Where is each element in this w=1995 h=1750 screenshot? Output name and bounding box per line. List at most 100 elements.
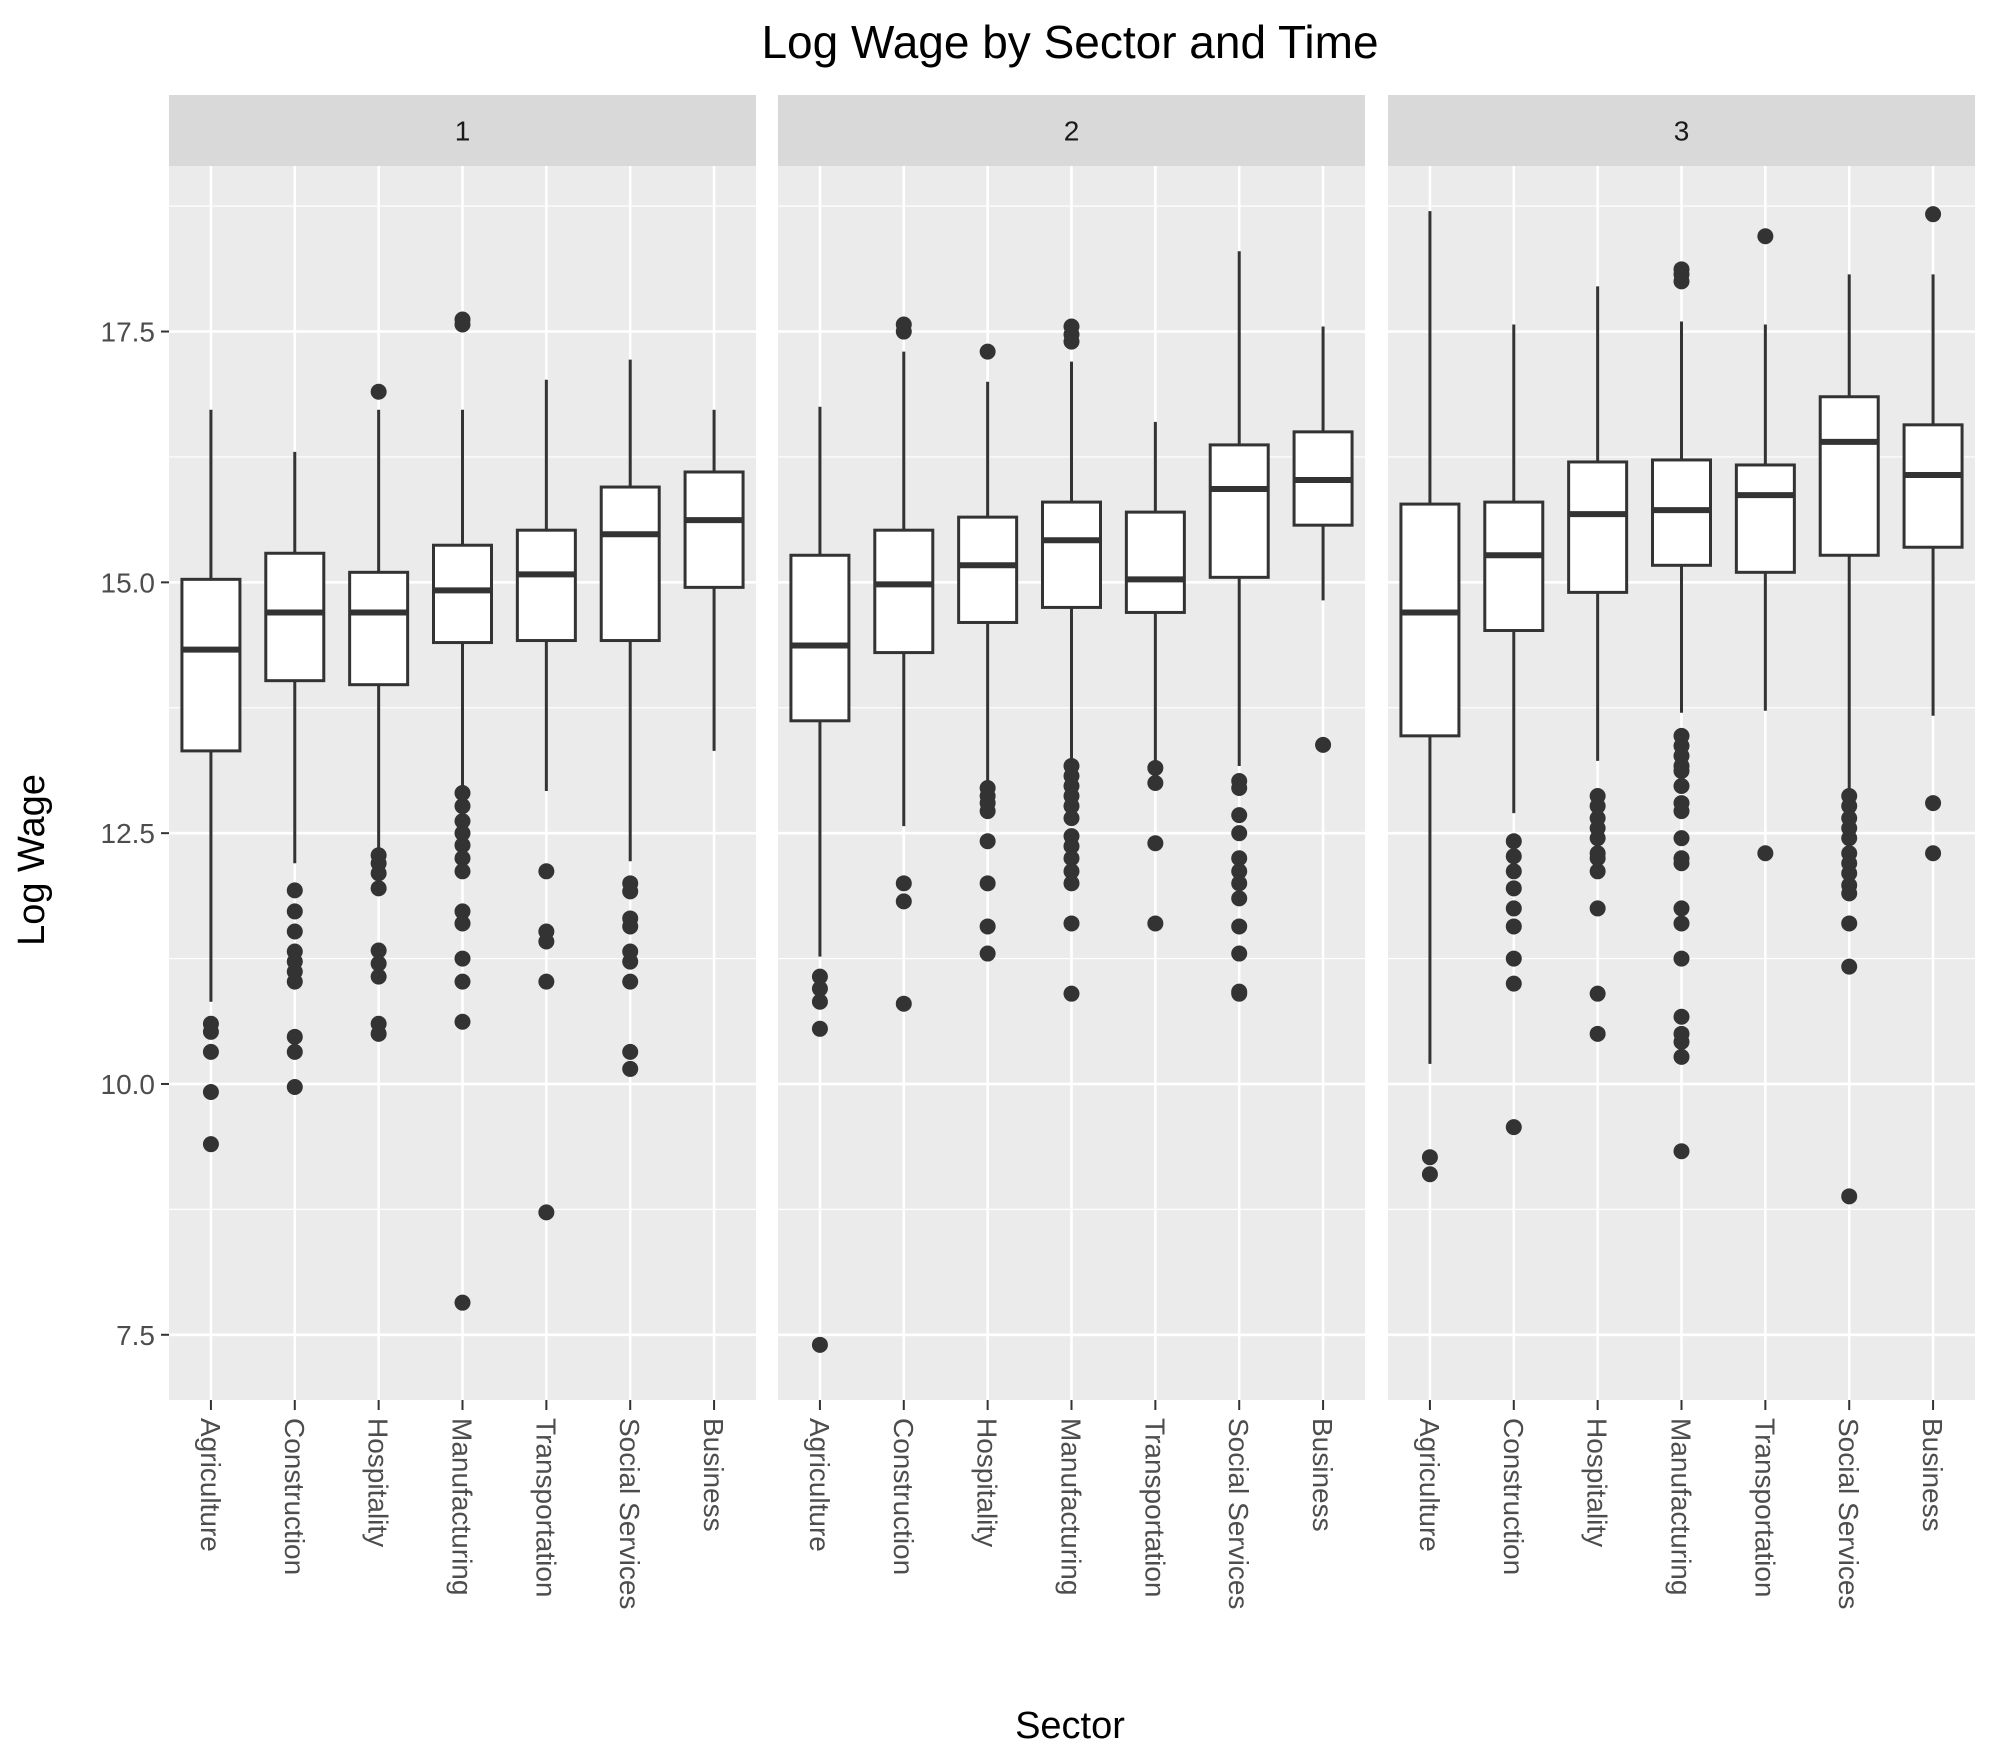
outlier-point [202,1084,219,1101]
outlier-point [1231,945,1248,962]
box-business [1292,326,1354,753]
outlier-point [454,903,471,920]
y-tick-label: 10.0 [101,1069,156,1100]
outlier-point [1505,833,1522,850]
outlier-point [1231,807,1248,824]
box-transportation [1734,228,1796,862]
box-body [789,553,851,723]
x-tick-label: Agriculture [1414,1418,1445,1552]
outlier-point [286,882,303,899]
outlier-point [1505,918,1522,935]
outlier-point [1757,228,1774,245]
outlier-point [811,980,828,997]
outlier-point [1147,775,1164,791]
facet-strip-label: 3 [1674,116,1690,147]
outlier-point [1841,865,1858,882]
box-hospitality [1567,286,1629,1042]
box-body [515,528,577,643]
x-tick-label: Hospitality [1582,1418,1613,1547]
outlier-point [1589,863,1606,880]
box-social-services [1208,251,1270,1002]
outlier-point [538,973,555,990]
outlier-point [1063,850,1080,867]
outlier-point [1673,900,1690,917]
outlier-point [1589,798,1606,815]
outlier-point [979,875,996,892]
outlier-point [1673,950,1690,967]
outlier-point [454,850,471,867]
outlier-point [622,1060,639,1077]
y-axis: 7.5 10.0 12.5 15.0 17.5 [101,317,169,1351]
box-manufacturing [1651,261,1712,1160]
facet-strip [169,95,756,166]
facet-panel-3: 3 Agriculture Construction Hospitality Manuf… [1388,95,1975,1609]
outlier-point [1505,1119,1522,1136]
outlier-point [1925,206,1942,223]
outlier-point [1063,915,1080,932]
outlier-point [1505,900,1522,917]
x-tick-label: Manufacturing [1666,1418,1697,1595]
outlier-point [1063,838,1080,855]
outlier-point [1673,1143,1690,1160]
outlier-point [1063,863,1080,880]
outlier-point [1841,885,1858,902]
box-hospitality [957,343,1019,962]
outlier-point [202,1136,219,1153]
box-body [599,485,661,643]
box-body [1399,502,1461,738]
box-body [348,570,410,687]
x-tick-label: Hospitality [363,1418,394,1547]
outlier-point [286,923,303,940]
box-business [683,409,745,751]
box-transportation [515,379,577,1221]
box-body [873,528,935,655]
facet-panel-2: 2 Agriculture Construction Hospitality Manuf… [778,95,1365,1609]
outlier-point [1231,850,1248,867]
outlier-point [1673,855,1690,872]
outlier-point [370,383,387,400]
outlier-point [454,825,471,842]
outlier-point [895,893,912,910]
outlier-point [1231,985,1248,1002]
outlier-point [1673,803,1690,820]
x-tick-label: Construction [888,1418,919,1575]
outlier-point [1505,975,1522,992]
box-construction [873,316,935,1012]
x-tick-label: Agriculture [804,1418,835,1552]
x-tick-label: Social Services [1833,1418,1864,1609]
outlier-point [1231,918,1248,935]
outlier-point [1673,273,1690,290]
facet-strip-label: 1 [455,116,471,147]
box-body [264,551,326,683]
outlier-point [370,968,387,985]
x-tick-label: Agriculture [195,1418,226,1552]
outlier-point [538,863,555,880]
facet-strip [778,95,1365,166]
x-tick-label: Construction [1498,1418,1529,1575]
outlier-point [1673,1008,1690,1025]
outlier-point [454,837,471,854]
box-agriculture [180,409,242,1153]
outlier-point [1231,875,1248,892]
outlier-point [811,1020,828,1037]
box-agriculture [1399,211,1461,1183]
box-body [1041,500,1102,609]
facet-panels: 1 Agriculture Construction Hospitality Manuf… [169,95,1975,1609]
outlier-point [370,955,387,972]
outlier-point [454,813,471,830]
outlier-point [1841,830,1858,847]
outlier-point [1231,780,1248,797]
box-transportation [1124,421,1186,932]
x-tick-label: Manufacturing [447,1418,478,1595]
x-tick-label: Hospitality [972,1418,1003,1547]
box-hospitality [348,383,410,1042]
box-agriculture [789,406,851,1353]
outlier-point [454,785,471,802]
outlier-point [622,1043,639,1060]
outlier-point [1421,1149,1438,1166]
outlier-point [1589,900,1606,917]
x-tick-label: Business [1917,1418,1948,1532]
x-tick-label: Social Services [614,1418,645,1609]
outlier-point [1231,863,1248,880]
outlier-point [1673,1033,1690,1050]
